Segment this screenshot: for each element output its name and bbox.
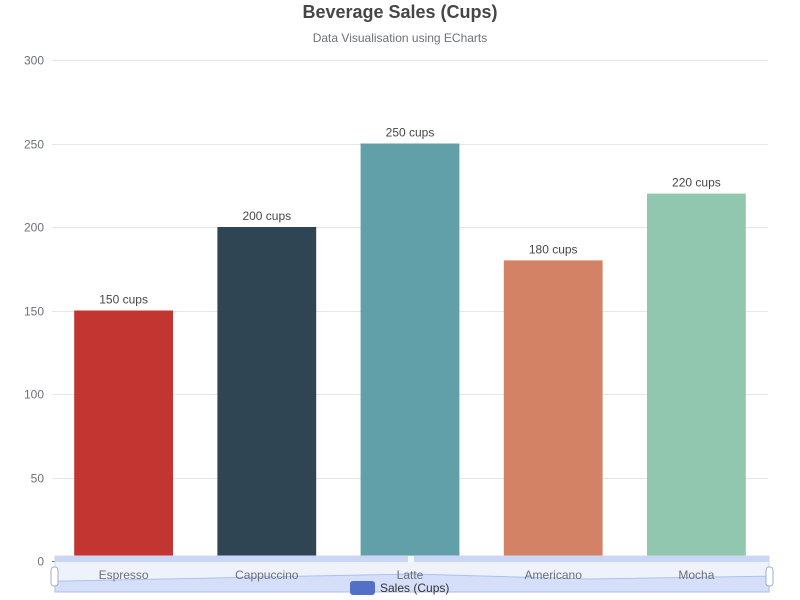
- y-tick-label: 100: [24, 388, 44, 402]
- data-label: 200 cups: [242, 209, 291, 223]
- y-tick-label: 200: [24, 221, 44, 235]
- chart-title: Beverage Sales (Cups): [302, 2, 498, 22]
- bar-latte[interactable]: [360, 143, 460, 562]
- x-axis-labels: Espresso Cappuccino Latte Americano Mocha: [99, 568, 715, 582]
- data-label: 180 cups: [529, 242, 578, 256]
- y-tick-label: 250: [24, 138, 44, 152]
- x-tick-label: Mocha: [678, 568, 714, 582]
- x-tick-label: Latte: [397, 568, 424, 582]
- data-label: 220 cups: [672, 176, 721, 190]
- data-zoom-slider[interactable]: [50, 555, 774, 593]
- data-label: 150 cups: [99, 293, 148, 307]
- y-tick-label: 150: [24, 305, 44, 319]
- legend-swatch[interactable]: [350, 581, 375, 595]
- zoom-preview: [54, 573, 770, 593]
- x-tick-label: Espresso: [99, 568, 149, 582]
- y-axis-labels: 0 50 100 150 200 250 300: [24, 54, 44, 569]
- bar-espresso[interactable]: [74, 310, 174, 562]
- y-tick-label: 300: [24, 54, 44, 68]
- x-tick-label: Americano: [525, 568, 583, 582]
- legend-label[interactable]: Sales (Cups): [380, 581, 449, 595]
- bars: [74, 143, 746, 562]
- y-tick-label: 50: [31, 472, 45, 486]
- bar-mocha[interactable]: [646, 193, 746, 561]
- x-tick-label: Cappuccino: [235, 568, 299, 582]
- legend[interactable]: Sales (Cups): [350, 581, 449, 595]
- y-tick-label: 0: [37, 555, 44, 569]
- chart-subtitle: Data Visualisation using ECharts: [312, 31, 488, 45]
- data-label: 250 cups: [386, 126, 435, 140]
- zoom-move-handle[interactable]: [408, 556, 414, 562]
- zoom-handle-left[interactable]: [50, 566, 59, 587]
- bar-americano[interactable]: [503, 260, 603, 561]
- zoom-handle-right[interactable]: [765, 566, 774, 587]
- data-labels: 150 cups 200 cups 250 cups 180 cups 220 cups: [99, 126, 721, 307]
- bar-cappuccino[interactable]: [217, 227, 317, 561]
